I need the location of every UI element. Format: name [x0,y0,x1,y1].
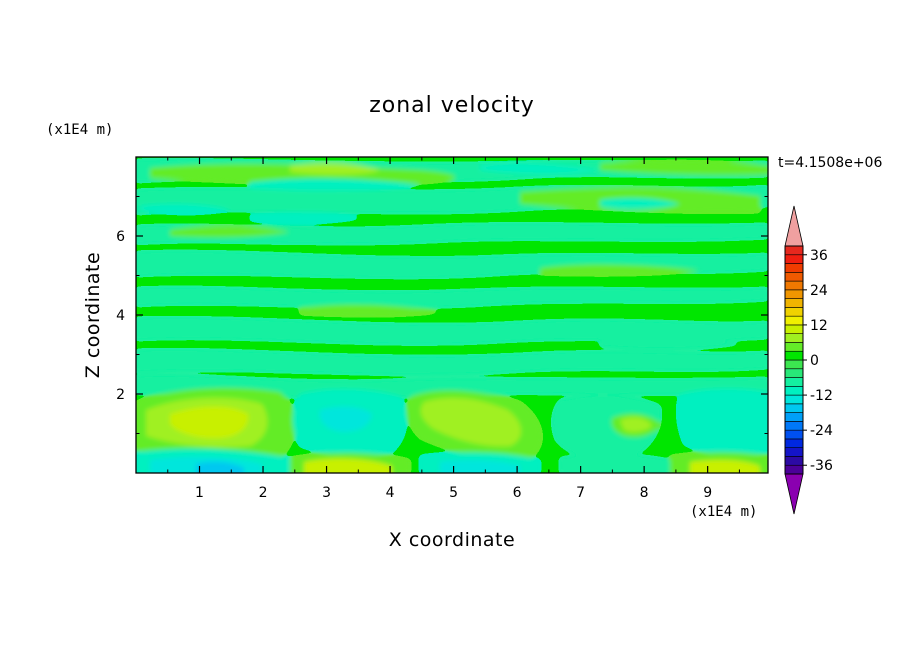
band-region [170,226,290,238]
x-tick-label: 2 [259,485,268,501]
x-tick-label: 6 [513,485,522,501]
colorbar-label: 12 [810,318,828,334]
colorbar-bin [784,412,804,422]
band-region [600,197,680,209]
colorbar-bin [784,447,804,457]
colorbar-label: 0 [810,353,819,369]
colorbar-bin [784,386,804,396]
colorbar-bin [784,438,804,448]
band-region [420,397,521,447]
colorbar-extend-low [784,473,804,515]
chart-title: zonal velocity [369,93,535,118]
colorbar-label: 24 [810,283,828,299]
band-region [290,163,380,175]
colorbar-bin [784,394,804,405]
y-axis-ticks: 2 4 6 [116,196,768,434]
band-region [136,375,768,398]
band-region [136,349,768,375]
x-tick-label: 9 [703,485,712,501]
x-tick-label: 4 [386,485,395,501]
y-axis-label: Z coordinate [82,252,104,378]
band-region [136,287,768,308]
x-tick-label: 5 [449,485,458,501]
colorbar: 36 24 12 0 -12 -24 -36 [784,205,833,515]
band-region [620,417,652,433]
colorbar-label: -24 [810,423,833,439]
colorbar-label: 36 [810,248,828,264]
band-region [196,461,244,473]
x-tick-label: 3 [322,485,331,501]
band-region [540,264,700,276]
colorbar-bin [784,280,804,291]
y-tick-label: 4 [116,308,125,324]
colorbar-bin [784,315,804,326]
band-region [170,406,249,439]
colorbar-bin [784,368,804,378]
band-region [600,161,768,175]
band-region [560,454,670,473]
x-unit-label: (x1E4 m) [690,504,757,520]
colorbar-bin [784,298,804,308]
colorbar-bin [784,289,804,299]
colorbar-bin [784,421,804,431]
colorbar-bin [784,307,804,317]
y-tick-label: 6 [116,229,125,245]
y-unit-label: (x1E4 m) [46,122,113,138]
band-region [677,388,768,455]
colorbar-bin [784,464,804,475]
x-tick-label: 8 [640,485,649,501]
colorbar-bin [784,324,804,334]
colorbar-bin [784,342,804,352]
colorbar-bin [784,254,804,264]
band-region [250,178,420,191]
colorbar-bin [784,377,804,387]
colorbar-label: -12 [810,388,833,404]
colorbar-bin [784,333,804,343]
colorbar-bin [784,429,804,440]
band-region [440,459,520,473]
band-region [140,203,230,214]
x-tick-label: 1 [195,485,204,501]
colorbar-bin [784,359,804,370]
colorbar-label: -36 [810,458,833,474]
colorbar-bin [784,403,804,413]
x-tick-label: 7 [576,485,585,501]
colorbar-bin [784,456,804,466]
band-region [319,406,372,432]
band-region [136,223,768,244]
colorbar-bin [784,263,804,273]
colorbar-bin [784,272,804,282]
band-region [150,164,456,185]
time-label: t=4.1508e+06 [778,155,882,171]
band-region [600,336,740,349]
band-region [300,304,440,316]
band-region [480,163,600,174]
x-axis-label: X coordinate [389,529,515,551]
colorbar-bin [784,245,804,256]
y-tick-label: 2 [116,387,125,403]
x-axis-ticks: 1 2 3 4 5 6 7 8 9 [167,157,740,501]
contour-field [136,157,768,473]
band-region [136,317,768,345]
band-region [552,395,661,463]
colorbar-extend-high [784,205,804,247]
colorbar-bin [784,350,804,361]
band-region [250,212,360,223]
